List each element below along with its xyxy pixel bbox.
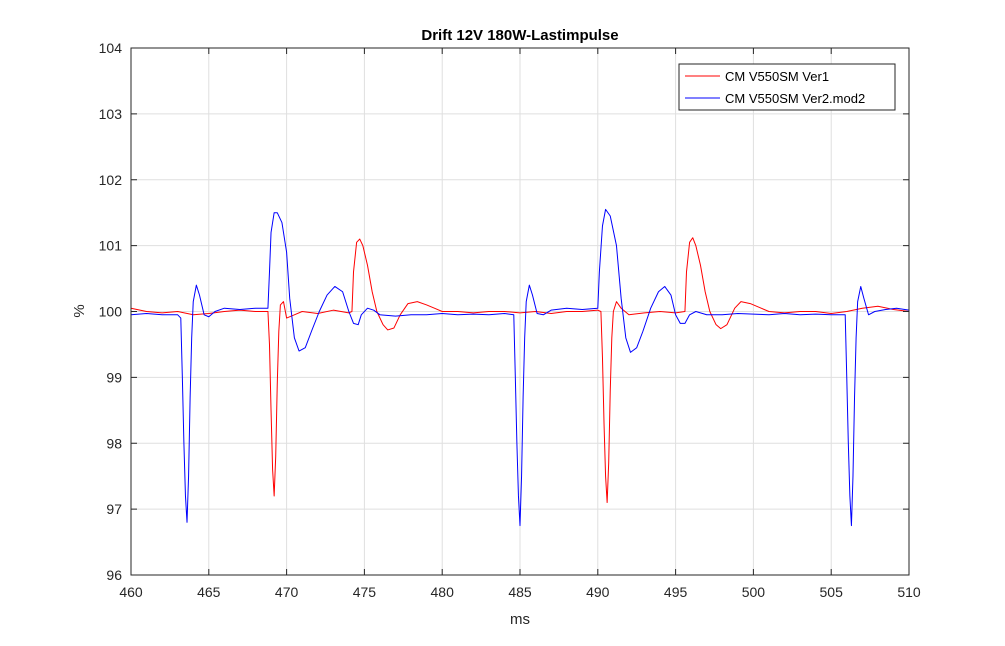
y-tick-label-2: 98	[106, 435, 122, 451]
series-line-1	[130, 208, 910, 527]
x-tick-label-6: 490	[586, 584, 610, 600]
x-tick-label-7: 495	[664, 584, 688, 600]
x-tick-label-8: 500	[742, 584, 766, 600]
legend-entry-0: CM V550SM Ver1	[725, 69, 829, 84]
y-tick-label-8: 104	[99, 40, 123, 56]
y-tick-label-0: 96	[106, 567, 122, 583]
y-tick-label-6: 102	[99, 172, 123, 188]
y-tick-label-1: 97	[106, 501, 122, 517]
ticks: 460 465 470 475 480 485 490 495 500 505 510 96 97 98 9…	[99, 40, 921, 600]
y-tick-label-7: 103	[99, 106, 123, 122]
x-tick-label-10: 510	[897, 584, 921, 600]
series-line-0	[130, 237, 910, 504]
y-tick-label-3: 99	[106, 369, 122, 385]
x-tick-label-0: 460	[119, 584, 143, 600]
y-axis-label: %	[71, 304, 88, 317]
legend-entry-1: CM V550SM Ver2.mod2	[725, 91, 865, 106]
y-tick-label-5: 101	[99, 238, 123, 254]
x-tick-label-4: 480	[431, 584, 455, 600]
x-tick-label-9: 505	[820, 584, 844, 600]
x-tick-label-5: 485	[508, 584, 532, 600]
chart-title: Drift 12V 180W-Lastimpulse	[421, 27, 618, 44]
x-axis-label: ms	[510, 611, 530, 628]
legend: CM V550SM Ver1 CM V550SM Ver2.mod2	[678, 63, 896, 111]
series-layer	[130, 208, 910, 527]
x-tick-label-2: 470	[275, 584, 299, 600]
x-tick-label-3: 475	[353, 584, 377, 600]
legend-box	[678, 63, 896, 111]
y-tick-label-4: 100	[99, 304, 123, 320]
x-tick-label-1: 465	[197, 584, 221, 600]
